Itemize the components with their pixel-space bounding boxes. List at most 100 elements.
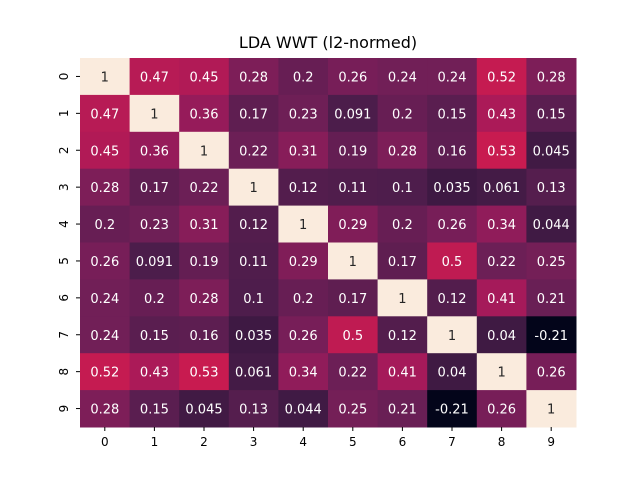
heatmap-cell-1-1	[129, 94, 180, 133]
data-label-1-5: 0.091	[334, 107, 371, 122]
data-label-6-2: 0.28	[190, 292, 219, 307]
heatmap-cell-6-5	[328, 279, 379, 317]
data-label-9-0: 0.28	[90, 403, 119, 418]
heatmap-cell-5-1	[129, 242, 180, 280]
heatmap-cell-1-6	[377, 94, 428, 133]
data-label-3-9: 0.13	[537, 181, 566, 196]
heatmap-cell-4-9	[526, 205, 577, 243]
data-label-9-4: 0.044	[285, 403, 322, 418]
x-tick-label-3: 3	[250, 435, 258, 449]
data-label-5-5: 1	[349, 255, 357, 270]
heatmap-cell-0-5	[328, 58, 379, 96]
data-label-9-8: 0.26	[487, 403, 516, 418]
data-label-1-8: 0.43	[487, 107, 516, 122]
heatmap-cell-7-5	[328, 316, 379, 354]
data-label-3-8: 0.061	[483, 181, 520, 196]
heatmap-cell-5-0	[80, 242, 131, 280]
data-label-4-6: 0.2	[392, 218, 413, 233]
data-label-6-3: 0.1	[243, 292, 264, 307]
heatmap-cell-9-1	[129, 390, 180, 428]
data-label-9-5: 0.25	[338, 403, 367, 418]
data-label-4-3: 0.12	[239, 218, 268, 233]
heatmap-cell-3-3	[228, 168, 279, 207]
heatmap-cell-3-5	[328, 168, 379, 207]
heatmap-cell-4-6	[377, 205, 428, 243]
heatmap-cell-1-3	[228, 94, 279, 133]
data-label-1-6: 0.2	[392, 107, 413, 122]
data-label-5-1: 0.091	[136, 255, 173, 270]
heatmap-cell-8-4	[278, 353, 329, 391]
heatmap-cell-4-3	[228, 205, 279, 243]
heatmap-cell-2-6	[377, 131, 428, 170]
data-label-3-0: 0.28	[90, 181, 119, 196]
data-label-5-7: 0.5	[442, 255, 463, 270]
data-label-6-1: 0.2	[144, 292, 165, 307]
data-label-1-2: 0.36	[190, 107, 219, 122]
heatmap-cells	[80, 58, 577, 428]
heatmap-cell-9-4	[278, 390, 329, 428]
data-label-4-4: 1	[299, 218, 307, 233]
x-tick-label-5: 5	[349, 435, 357, 449]
data-label-5-2: 0.19	[190, 255, 219, 270]
x-axis: 0 1 2 3 4 5 6 7 8 9	[101, 427, 555, 449]
chart-title: LDA WWT (l2-normed)	[239, 33, 417, 52]
data-label-3-4: 0.12	[289, 181, 318, 196]
heatmap-cell-4-4	[278, 205, 329, 243]
heatmap-cell-3-8	[476, 168, 527, 207]
data-label-7-0: 0.24	[90, 329, 119, 344]
data-label-8-8: 1	[497, 366, 505, 381]
data-label-4-9: 0.044	[533, 218, 570, 233]
data-label-8-0: 0.52	[90, 366, 119, 381]
data-label-0-6: 0.24	[388, 70, 417, 85]
y-tick-label-3: 3	[57, 183, 71, 191]
data-label-4-1: 0.23	[140, 218, 169, 233]
heatmap-cell-6-7	[427, 279, 478, 317]
heatmap-cell-1-0	[80, 94, 131, 133]
heatmap-cell-4-1	[129, 205, 180, 243]
heatmap-cell-6-4	[278, 279, 329, 317]
data-label-3-5: 0.11	[338, 181, 367, 196]
heatmap-cell-5-9	[526, 242, 577, 280]
data-label-8-6: 0.41	[388, 366, 417, 381]
heatmap-cell-4-5	[328, 205, 379, 243]
heatmap-cell-8-3	[228, 353, 279, 391]
heatmap-cell-1-7	[427, 94, 478, 133]
heatmap-cell-2-8	[476, 131, 527, 170]
heatmap-cell-5-7	[427, 242, 478, 280]
data-label-2-8: 0.53	[487, 144, 516, 159]
data-label-1-9: 0.15	[537, 107, 566, 122]
data-label-2-1: 0.36	[140, 144, 169, 159]
data-label-4-5: 0.29	[338, 218, 367, 233]
data-label-8-1: 0.43	[140, 366, 169, 381]
y-tick-label-7: 7	[57, 331, 71, 339]
data-label-2-6: 0.28	[388, 144, 417, 159]
data-label-4-0: 0.2	[94, 218, 115, 233]
heatmap-cell-2-7	[427, 131, 478, 170]
data-label-7-2: 0.16	[190, 329, 219, 344]
heatmap-cell-1-8	[476, 94, 527, 133]
heatmap-cell-3-9	[526, 168, 577, 207]
heatmap-cell-7-6	[377, 316, 428, 354]
x-tick-label-1: 1	[151, 435, 159, 449]
data-label-5-3: 0.11	[239, 255, 268, 270]
data-label-2-9: 0.045	[533, 144, 570, 159]
heatmap-cell-8-9	[526, 353, 577, 391]
heatmap-cell-4-7	[427, 205, 478, 243]
data-label-7-8: 0.04	[487, 329, 516, 344]
data-label-0-2: 0.45	[190, 70, 219, 85]
x-tick-label-7: 7	[448, 435, 456, 449]
data-label-8-3: 0.061	[235, 366, 272, 381]
heatmap-cell-0-7	[427, 58, 478, 96]
y-tick-label-4: 4	[57, 220, 71, 228]
data-label-1-1: 1	[150, 107, 158, 122]
heatmap-cell-6-1	[129, 279, 180, 317]
heatmap-cell-7-8	[476, 316, 527, 354]
data-label-0-1: 0.47	[140, 70, 169, 85]
data-label-9-9: 1	[547, 403, 555, 418]
data-label-7-9: -0.21	[534, 329, 568, 344]
data-label-1-4: 0.23	[289, 107, 318, 122]
data-label-9-7: -0.21	[435, 403, 469, 418]
data-label-2-0: 0.45	[90, 144, 119, 159]
y-tick-label-5: 5	[57, 257, 71, 265]
heatmap-cell-1-9	[526, 94, 577, 133]
